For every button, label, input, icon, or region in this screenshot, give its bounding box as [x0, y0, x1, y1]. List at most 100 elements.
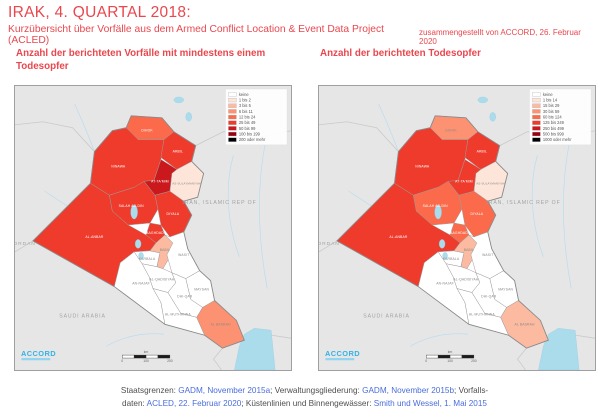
- scale-unit: km: [448, 350, 453, 354]
- scale-bar-segment: [157, 354, 171, 359]
- region-label-muthanna: AL-MUTHANNA: [469, 312, 496, 316]
- region-label-basrah: AL BASRAH: [514, 322, 534, 326]
- footer-link[interactable]: GADM, November 2015b: [362, 386, 455, 395]
- scale-tick: 200: [167, 359, 173, 363]
- country-border: [15, 240, 34, 253]
- scale-bar-segment: [449, 354, 463, 359]
- legend-swatch: [228, 137, 237, 142]
- lake: [173, 96, 184, 104]
- legend-swatch: [532, 120, 541, 125]
- legend-label: 200 oder mehr: [239, 137, 266, 142]
- footer-link[interactable]: Smith und Wessel, 1. Mai 2015: [373, 398, 487, 408]
- region-label-anbar: AL-ANBAR: [85, 235, 103, 239]
- region-label-qadisiyah: AL-QADISIYAH: [149, 278, 174, 282]
- legend-swatch: [228, 92, 237, 97]
- scale-bar-segment: [437, 354, 451, 359]
- region-label-wasit: WASIT: [482, 253, 493, 257]
- river: [74, 103, 95, 152]
- region-label-baghdad: BAGHDAD: [450, 231, 468, 235]
- legend-label: 3 bis 5: [239, 103, 252, 108]
- river: [378, 103, 399, 152]
- lake: [134, 239, 142, 249]
- scale-tick: 0: [425, 359, 427, 363]
- legend-swatch: [532, 92, 541, 97]
- region-label-sulaymaniyah: AS-SULAYMANIYAH: [172, 181, 201, 185]
- map-title-line: Todesopfer: [16, 61, 69, 72]
- legend-swatch: [228, 126, 237, 131]
- scale-tick: 200: [471, 359, 477, 363]
- neighbor-country-label: IRAN, ISLAMIC REP OF: [486, 200, 560, 206]
- persian-gulf: [538, 328, 580, 370]
- region-label-ninawa: NINAWA: [415, 164, 430, 168]
- region-label-sulaymaniyah: AS-SULAYMANIYAH: [476, 181, 505, 185]
- legend-label: 125 bis 249: [543, 120, 565, 125]
- scale-tick: 100: [447, 359, 453, 363]
- scale-bar-segment: [133, 354, 147, 359]
- map-title-line: Anzahl der berichteten Vorfälle mit mind…: [16, 48, 266, 59]
- map-title-line: Anzahl der berichteten Todesopfer: [320, 48, 481, 59]
- lake: [477, 96, 488, 104]
- legend-label: 100 bis 199: [239, 131, 261, 136]
- legend-label: 250 bis 499: [543, 126, 565, 131]
- legend-label: 1 bis 2: [239, 98, 252, 103]
- legend-swatch: [228, 97, 237, 103]
- legend-swatch: [532, 114, 541, 120]
- neighbor-country-label: SAUDI ARABIA: [59, 313, 106, 319]
- region-label-dihok: DIHOK: [445, 129, 457, 133]
- region-label-anbar: AL-ANBAR: [389, 235, 407, 239]
- river: [410, 333, 468, 347]
- subtitle-row: Kurzübersicht über Vorfälle aus dem Arme…: [8, 24, 597, 46]
- legend-swatch: [228, 131, 237, 137]
- legend-label: 50 bis 99: [239, 126, 256, 131]
- page-title: IRAK, 4. QUARTAL 2018:: [8, 4, 191, 21]
- region-label-wasit: WASIT: [178, 253, 189, 257]
- region-label-dhiqar: DHI-QAR: [481, 294, 497, 298]
- map-title-fatalities: Anzahl der berichteten Todesopfer: [320, 47, 596, 77]
- source-line-2: daten: ACLED, 22. Februar 2020; Küstenli…: [0, 398, 609, 411]
- persian-gulf: [234, 328, 276, 370]
- region-label-ninawa: NINAWA: [111, 164, 126, 168]
- region-label-najaf: AN-NAJAF: [132, 282, 150, 286]
- source-line-1: Staatsgrenzen: GADM, November 2015a; Ver…: [0, 385, 609, 398]
- map-panel-incidents: DIHOK NINAWA ARBIL AS-SULAYMANIYAH AT-TA'MIM…: [14, 85, 292, 371]
- legend-swatch: [532, 131, 541, 137]
- legend-label: 500 bis 999: [543, 131, 565, 136]
- neighbor-country-label: IRAN, ISLAMIC REP OF: [182, 200, 256, 206]
- accord-logo-subline: [325, 358, 355, 361]
- scale-bar-segment: [122, 354, 135, 359]
- legend-label: keine: [543, 92, 553, 97]
- compiled-by-credit: zusammengestellt von ACCORD, 26. Februar…: [419, 28, 581, 46]
- legend-label: 15 bis 29: [543, 103, 560, 108]
- accord-logo-subline: [21, 358, 51, 361]
- scale-unit: km: [144, 350, 149, 354]
- region-label-babil: BABIL: [160, 248, 170, 252]
- legend-swatch: [228, 120, 237, 125]
- region-label-babil: BABIL: [464, 248, 474, 252]
- river: [227, 155, 240, 257]
- legend-swatch: [228, 103, 237, 108]
- footer-link[interactable]: ACLED, 22. Februar 2020: [146, 398, 242, 408]
- lake: [438, 239, 446, 249]
- legend-label: keine: [239, 92, 249, 97]
- footer-text: Staatsgrenzen:: [120, 386, 179, 395]
- region-label-qadisiyah: AL-QADISIYAH: [453, 278, 478, 282]
- country-border: [517, 347, 527, 370]
- river: [562, 143, 572, 289]
- region-label-muthanna: AL-MUTHANNA: [165, 312, 192, 316]
- source-footer: Staatsgrenzen: GADM, November 2015a; Ver…: [0, 385, 609, 410]
- footer-link[interactable]: GADM, November 2015a: [178, 386, 271, 395]
- scale-bar-segment: [145, 354, 159, 359]
- map-block-incidents: Anzahl der berichteten Vorfälle mit mind…: [14, 47, 292, 371]
- region-label-maysan: MAYSAN: [498, 288, 513, 292]
- region-label-basrah: AL BASRAH: [210, 322, 230, 326]
- footer-text: daten:: [122, 398, 147, 408]
- scale-bar-segment: [461, 354, 475, 359]
- region-label-tamim: AT-TA'MIM: [151, 179, 169, 183]
- maps-row: Anzahl der berichteten Vorfälle mit mind…: [14, 47, 596, 371]
- lake: [138, 252, 144, 260]
- legend-swatch: [532, 126, 541, 131]
- map-title-incidents: Anzahl der berichteten Vorfälle mit mind…: [16, 47, 292, 77]
- legend-label: 1 bis 14: [543, 98, 558, 103]
- page-header: IRAK, 4. QUARTAL 2018: Kurzübersicht übe…: [8, 4, 597, 46]
